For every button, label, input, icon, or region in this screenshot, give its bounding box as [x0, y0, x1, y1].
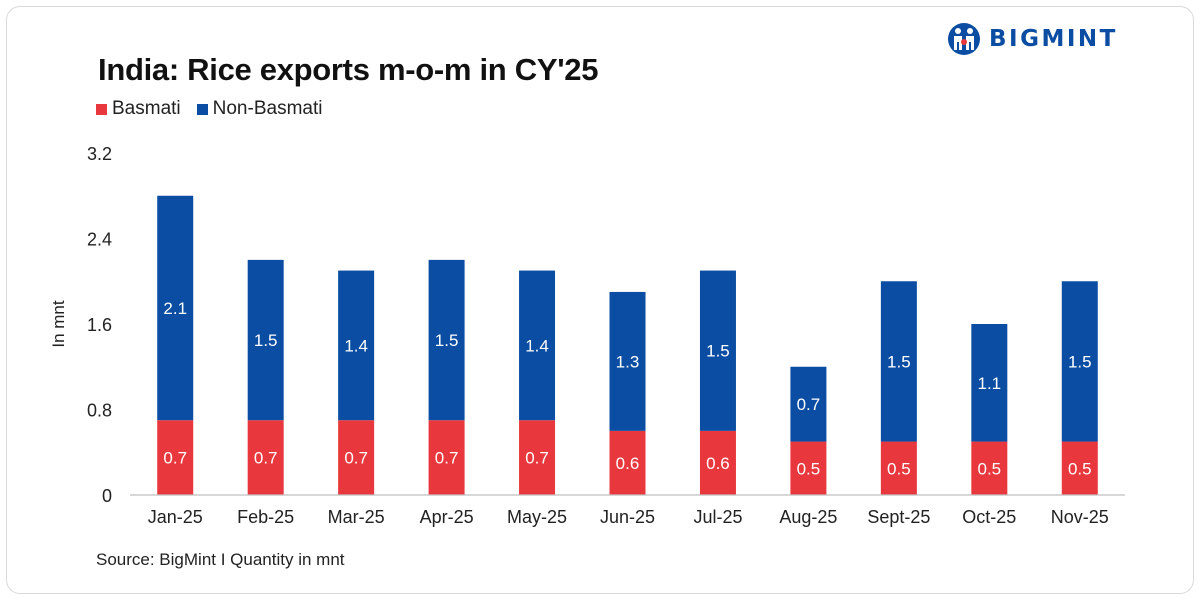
data-label: 1.4 [344, 336, 368, 355]
bar-basmati [790, 441, 827, 495]
data-label: 0.7 [797, 395, 821, 414]
data-label: 0.5 [797, 459, 821, 478]
data-label: 1.5 [435, 331, 459, 350]
legend-swatch-basmati [96, 103, 107, 115]
data-label: 0.7 [344, 449, 368, 468]
x-tick-label: Aug-25 [779, 507, 837, 527]
data-label: 1.5 [1068, 352, 1092, 371]
y-axis-title: In mnt [49, 300, 68, 348]
people-logo-icon [948, 23, 980, 55]
bar-non-basmati [609, 291, 646, 431]
x-tick-label: Jan-25 [148, 507, 203, 527]
bar-basmati [247, 420, 284, 495]
x-tick-label: Nov-25 [1051, 507, 1109, 527]
y-tick-label: 2.4 [87, 230, 112, 250]
data-label: 0.7 [435, 449, 459, 468]
legend-label-non-basmati: Non-Basmati [212, 98, 323, 119]
x-tick-label: Mar-25 [328, 507, 385, 527]
data-label: 0.7 [254, 449, 278, 468]
bar-basmati [609, 430, 646, 495]
bar-basmati [1061, 441, 1098, 495]
brand-logo: BIGMINT [947, 22, 1118, 56]
data-label: 1.5 [887, 352, 911, 371]
bar-non-basmati [790, 366, 827, 442]
data-label: 0.5 [1068, 459, 1092, 478]
data-label: 0.5 [887, 459, 911, 478]
data-label: 1.4 [525, 336, 549, 355]
legend-item-non-basmati: Non-Basmati [196, 98, 323, 120]
source-note: Source: BigMint I Quantity in mnt [96, 550, 345, 569]
x-tick-label: May-25 [507, 507, 567, 527]
data-label: 1.5 [706, 342, 730, 361]
x-tick-label: Oct-25 [962, 507, 1016, 527]
bar-basmati [699, 430, 736, 495]
x-tick-label: Jul-25 [693, 507, 742, 527]
brand-name: BIGMINT [989, 26, 1118, 52]
data-label: 2.1 [163, 299, 187, 318]
data-label: 0.5 [977, 459, 1001, 478]
bar-non-basmati [157, 195, 194, 421]
y-tick-label: 1.6 [87, 315, 112, 335]
chart-legend: Basmati Non-Basmati [96, 98, 338, 120]
x-tick-label: Jun-25 [600, 507, 655, 527]
bar-basmati [880, 441, 917, 495]
bar-non-basmati [519, 270, 556, 421]
y-tick-label: 0.8 [87, 401, 112, 421]
bar-basmati [338, 420, 375, 495]
bar-non-basmati [880, 281, 917, 442]
chart-title: India: Rice exports m-o-m in CY'25 [98, 52, 599, 87]
x-tick-label: Sept-25 [867, 507, 930, 527]
bar-basmati [519, 420, 556, 495]
y-tick-label: 0 [102, 486, 112, 506]
bar-non-basmati [338, 270, 375, 421]
x-tick-label: Apr-25 [420, 507, 474, 527]
legend-swatch-non-basmati [196, 103, 208, 115]
bar-non-basmati [247, 259, 284, 421]
y-tick-label: 3.2 [87, 144, 112, 164]
bar-non-basmati [1061, 281, 1098, 442]
bar-non-basmati [699, 270, 736, 431]
bar-basmati [157, 420, 194, 495]
data-label: 0.6 [616, 454, 640, 473]
bar-non-basmati [971, 324, 1008, 442]
data-label: 0.6 [706, 454, 730, 473]
bar-non-basmati [428, 259, 465, 421]
data-label: 1.3 [616, 352, 640, 371]
data-label: 1.5 [254, 331, 278, 350]
data-label: 1.1 [977, 374, 1001, 393]
x-tick-label: Feb-25 [237, 507, 294, 527]
data-label: 0.7 [525, 449, 549, 468]
legend-item-basmati: Basmati [96, 98, 181, 120]
bar-basmati [428, 420, 465, 495]
data-label: 0.7 [163, 449, 187, 468]
bar-basmati [971, 441, 1008, 495]
legend-label-basmati: Basmati [112, 98, 181, 119]
